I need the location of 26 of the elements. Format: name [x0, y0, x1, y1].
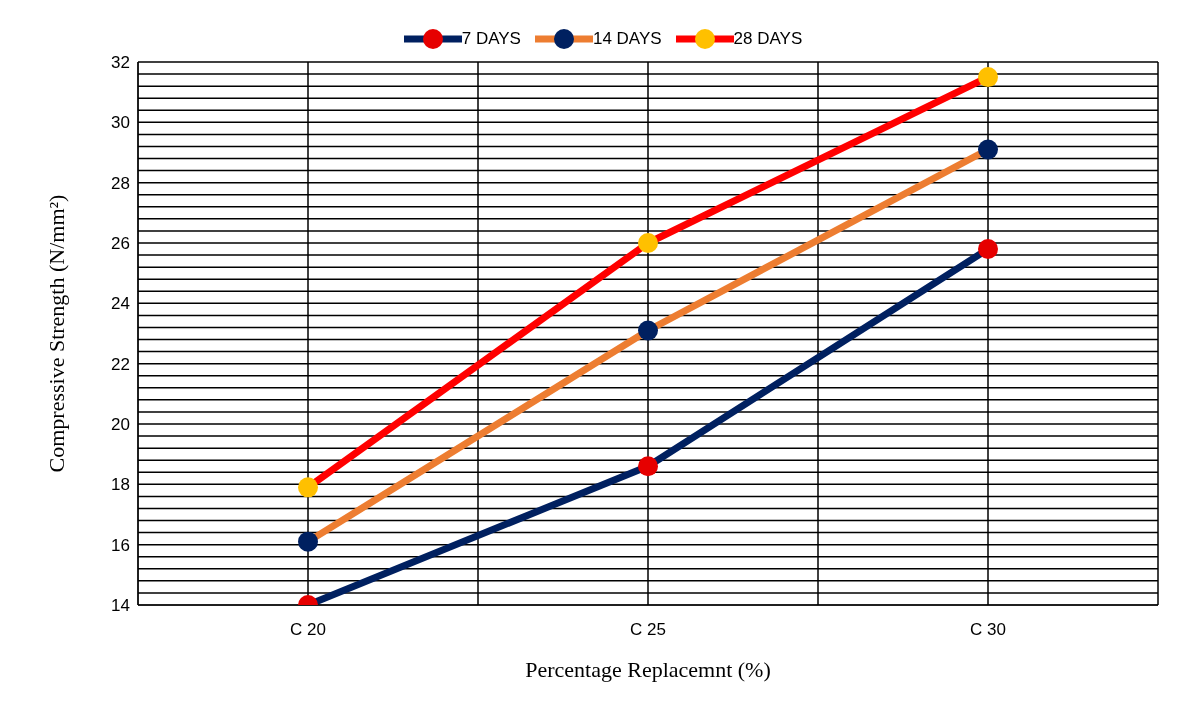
y-axis-title: Compressive Strength (N/mm²)	[43, 194, 69, 473]
x-tick-label: C 30	[970, 620, 1006, 640]
y-tick-label: 28	[111, 173, 130, 193]
point	[298, 531, 318, 552]
legend-label: 7 DAYS	[461, 29, 521, 49]
legend-label: 28 DAYS	[733, 29, 803, 49]
legend-label: 14 DAYS	[592, 29, 662, 49]
point	[978, 239, 998, 260]
y-tick-label: 26	[111, 234, 130, 254]
y-tick-label: 14	[111, 596, 130, 616]
y-tick-label: 20	[111, 415, 130, 435]
point	[978, 139, 998, 160]
point	[638, 456, 658, 477]
point	[298, 477, 318, 498]
y-tick-label: 22	[111, 354, 130, 374]
x-axis-title: Percentage Replacemnt (%)	[525, 657, 771, 682]
point	[978, 67, 998, 88]
y-tick-label: 18	[111, 475, 130, 495]
y-tick-label: 32	[111, 53, 130, 73]
x-tick-label: C 25	[630, 620, 666, 640]
point	[638, 320, 658, 341]
point	[638, 233, 658, 253]
y-tick-label: 30	[111, 113, 130, 133]
x-tick-label: C 20	[290, 620, 326, 640]
y-tick-label: 16	[111, 535, 130, 555]
y-tick-label: 24	[111, 294, 130, 314]
